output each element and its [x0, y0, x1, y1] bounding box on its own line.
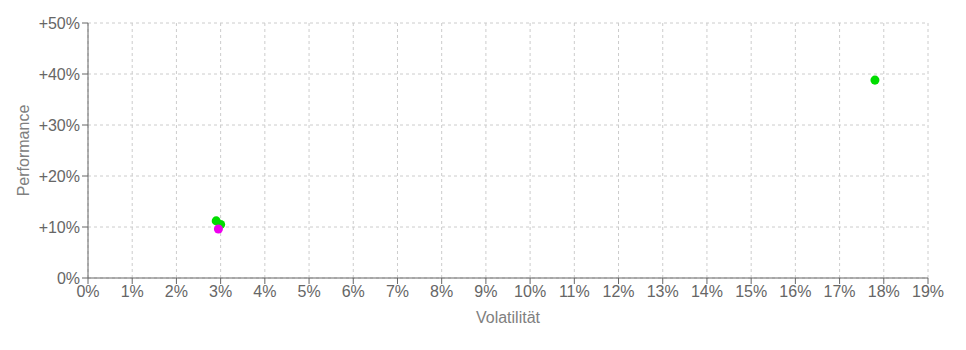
svg-text:14%: 14% [691, 283, 723, 300]
svg-text:+10%: +10% [39, 219, 80, 236]
svg-text:16%: 16% [779, 283, 811, 300]
svg-text:15%: 15% [735, 283, 767, 300]
svg-text:2%: 2% [165, 283, 188, 300]
svg-text:+50%: +50% [39, 15, 80, 32]
svg-text:4%: 4% [253, 283, 276, 300]
svg-text:12%: 12% [603, 283, 635, 300]
svg-text:19%: 19% [912, 283, 944, 300]
svg-text:10%: 10% [514, 283, 546, 300]
svg-text:Performance: Performance [15, 105, 32, 197]
svg-text:+40%: +40% [39, 66, 80, 83]
svg-text:8%: 8% [430, 283, 453, 300]
svg-text:3%: 3% [209, 283, 232, 300]
svg-text:9%: 9% [474, 283, 497, 300]
svg-text:Volatilität: Volatilität [476, 309, 541, 326]
svg-text:7%: 7% [386, 283, 409, 300]
svg-text:6%: 6% [342, 283, 365, 300]
svg-text:+20%: +20% [39, 168, 80, 185]
svg-text:0%: 0% [57, 270, 80, 287]
svg-text:13%: 13% [647, 283, 679, 300]
svg-text:0%: 0% [76, 283, 100, 301]
svg-text:5%: 5% [297, 283, 320, 300]
svg-text:1%: 1% [121, 283, 144, 300]
svg-text:17%: 17% [824, 283, 856, 300]
svg-text:18%: 18% [868, 283, 900, 300]
svg-text:+30%: +30% [39, 117, 80, 134]
svg-text:11%: 11% [559, 283, 590, 300]
